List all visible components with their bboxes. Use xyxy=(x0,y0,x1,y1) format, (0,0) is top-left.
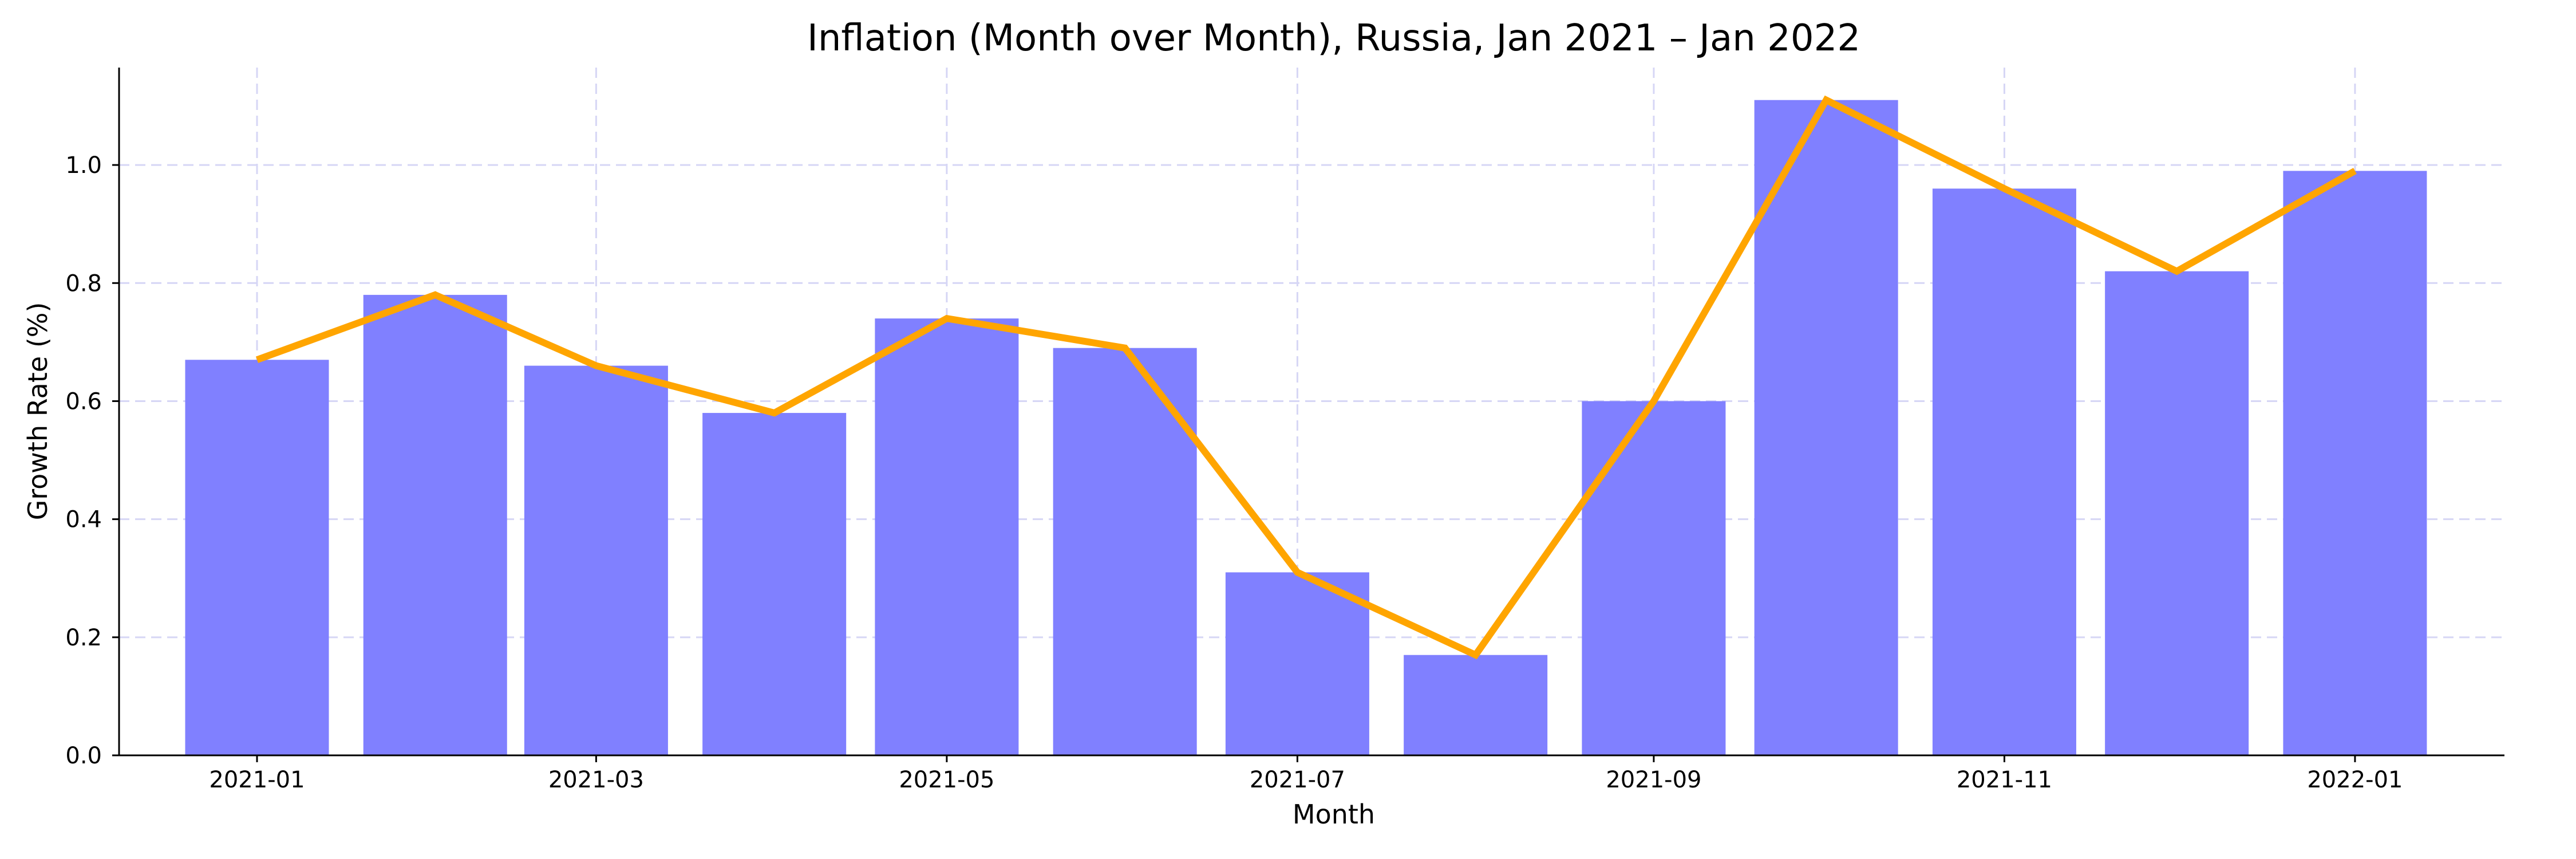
bar-2021-09 xyxy=(1582,401,1726,755)
bar-2021-02 xyxy=(363,294,507,755)
x-tick-label-2: 2021-05 xyxy=(899,767,994,793)
bar-layer xyxy=(185,100,2427,755)
bar-2021-12 xyxy=(2105,271,2249,755)
x-tick-label-6: 2022-01 xyxy=(2307,767,2403,793)
bar-2021-04 xyxy=(702,413,847,755)
bar-2021-10 xyxy=(1754,100,1898,755)
x-tick-label-0: 2021-01 xyxy=(209,767,305,793)
x-tick-label-1: 2021-03 xyxy=(548,767,644,793)
chart-title: Inflation (Month over Month), Russia, Ja… xyxy=(807,17,1860,60)
line-layer xyxy=(255,95,2357,660)
bar-2022-01 xyxy=(2283,171,2427,755)
y-tick-label-2: 0.4 xyxy=(65,507,102,533)
trend-line xyxy=(255,95,2357,660)
bar-2021-11 xyxy=(1932,188,2076,755)
axis-layer xyxy=(118,68,2504,756)
y-axis-label: Growth Rate (%) xyxy=(22,302,53,521)
bar-2021-01 xyxy=(185,360,329,755)
x-tick-label-3: 2021-07 xyxy=(1250,767,1345,793)
y-tick-label-0: 0.0 xyxy=(65,743,102,769)
x-tick-label-5: 2021-11 xyxy=(1957,767,2052,793)
y-tick-label-3: 0.6 xyxy=(65,388,102,415)
y-tick-label-4: 0.8 xyxy=(65,270,102,297)
y-tick-label-1: 0.2 xyxy=(65,625,102,651)
x-tick-label-4: 2021-09 xyxy=(1606,767,1701,793)
bar-2021-05 xyxy=(875,318,1019,755)
bar-2021-07 xyxy=(1225,572,1369,755)
bar-2021-08 xyxy=(1404,655,1548,755)
y-tick-layer: 0.0 0.2 0.4 0.6 0.8 1.0 xyxy=(65,152,119,769)
x-tick-layer: 2021-01 2021-03 2021-05 2021-07 2021-09 2021-… xyxy=(209,755,2403,793)
x-axis-label: Month xyxy=(1293,799,1375,830)
y-tick-label-5: 1.0 xyxy=(65,152,102,179)
bar-2021-03 xyxy=(524,365,668,755)
